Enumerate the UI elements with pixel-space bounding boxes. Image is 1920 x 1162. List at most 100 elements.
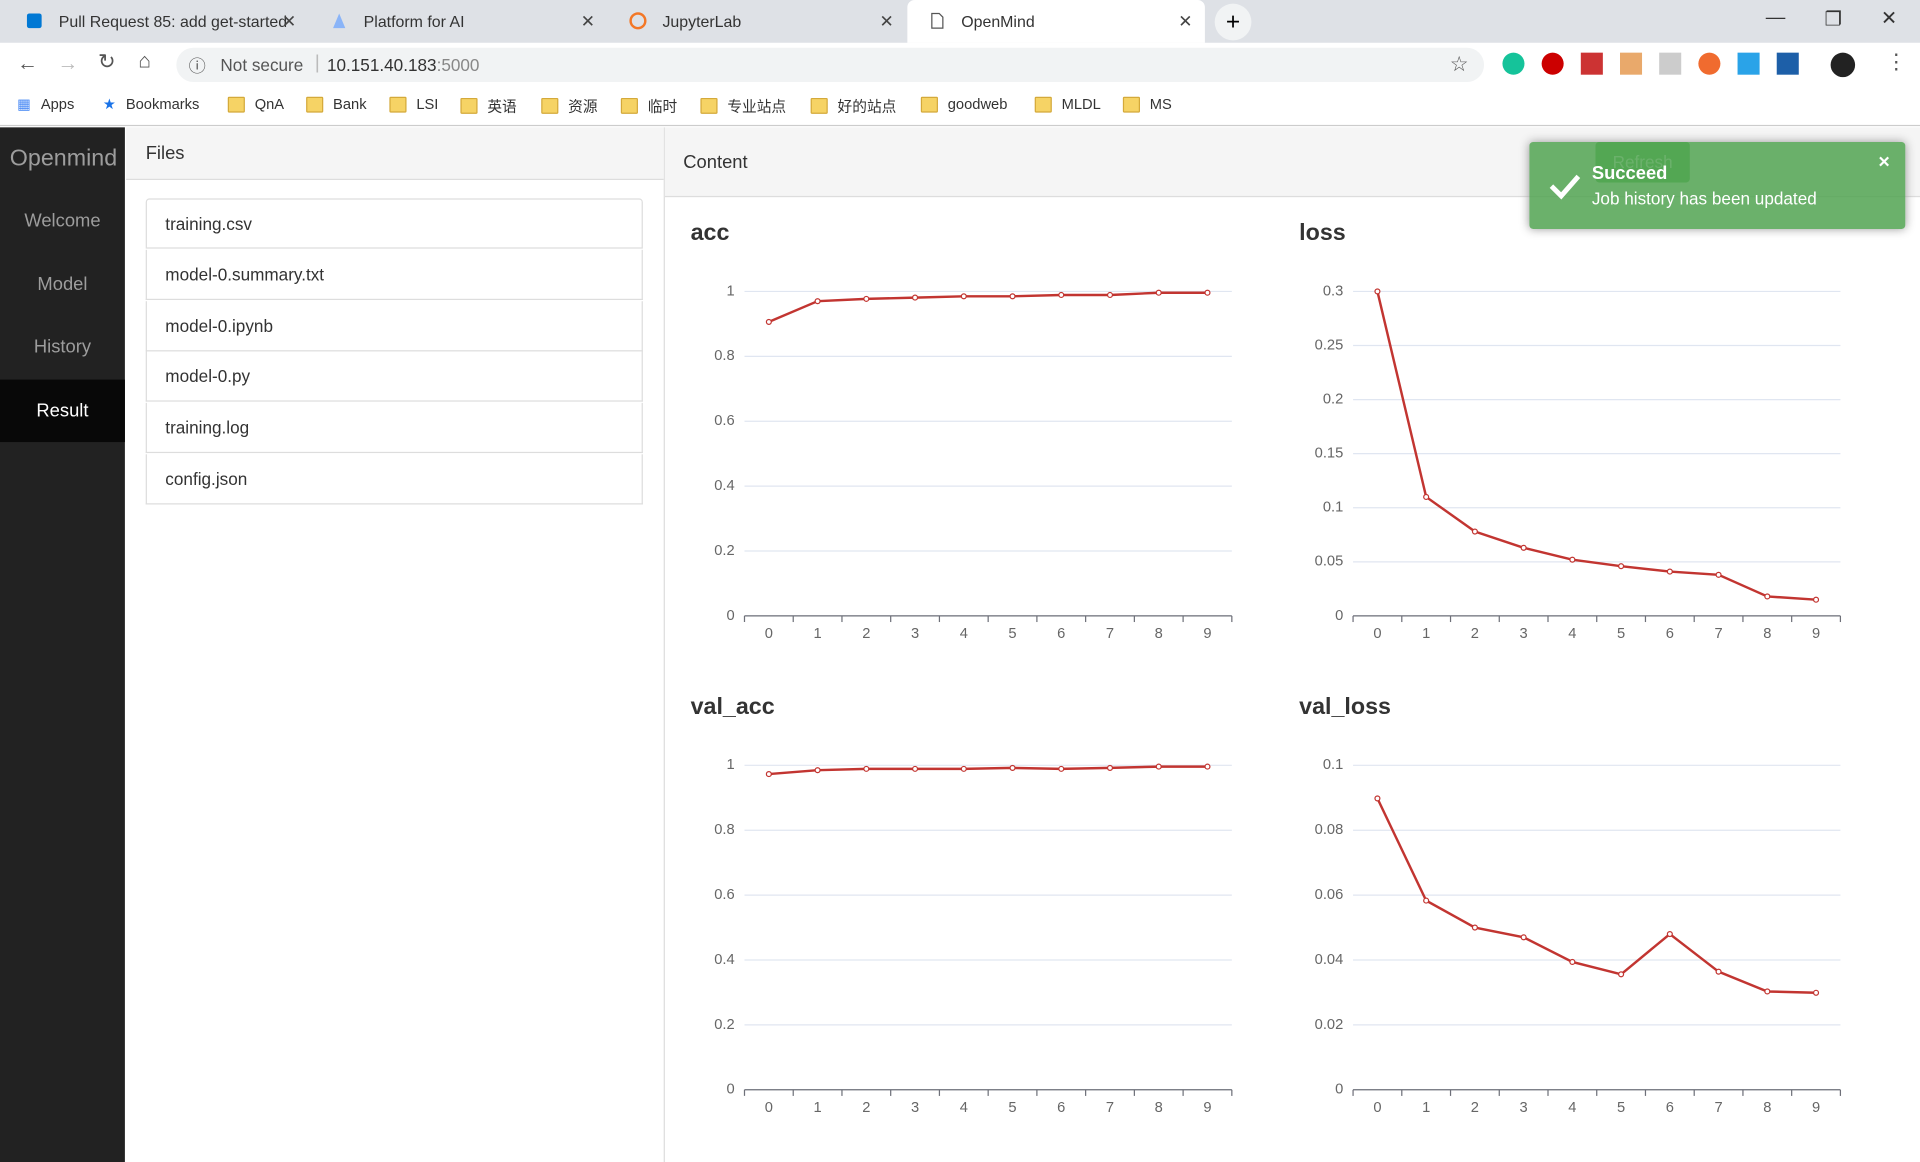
brand[interactable]: Openmind xyxy=(9,145,118,172)
bookmark[interactable]: MS xyxy=(1122,95,1172,113)
extension[interactable] xyxy=(1580,52,1603,75)
address-bar[interactable]: ⓘ Not secure | 10.151.40.183:5000 ☆ xyxy=(176,47,1485,83)
x-tick-label: 4 xyxy=(1568,626,1576,642)
sidebar: Openmind Welcome Model History Result xyxy=(0,127,125,1162)
bookmark[interactable]: LSI xyxy=(389,96,438,113)
tab-close[interactable]: ✕ xyxy=(281,11,297,31)
extension[interactable] xyxy=(1737,52,1760,75)
folder-icon xyxy=(920,96,938,113)
star[interactable]: ☆ xyxy=(1449,52,1469,76)
bookmark-label: LSI xyxy=(416,95,439,113)
point xyxy=(1715,968,1722,975)
bookmark[interactable]: 资源 xyxy=(541,96,598,117)
nav-item[interactable]: Result xyxy=(0,378,125,442)
file-item[interactable]: model-0.py xyxy=(145,351,643,403)
bookmark-label: MS xyxy=(1149,95,1172,113)
y-tick-label: 0.4 xyxy=(714,952,734,968)
bookmark[interactable]: QnA xyxy=(227,96,284,113)
file-item[interactable]: training.csv xyxy=(145,198,643,249)
tab-close[interactable]: ✕ xyxy=(879,11,894,31)
x-tick-label: 8 xyxy=(1763,626,1771,642)
point xyxy=(912,294,919,301)
extension[interactable] xyxy=(1776,52,1799,75)
bookmark[interactable]: ★ Bookmarks xyxy=(103,96,199,113)
files-title: Files xyxy=(145,143,185,165)
extension[interactable] xyxy=(1541,52,1564,75)
extension[interactable] xyxy=(1698,52,1721,75)
minimize[interactable]: — xyxy=(1765,7,1786,29)
charts: acc 0 0.2 0.4 0.6 0.8 1 0 1 2 3 4 5 6 7 8 9 loss 0 0.05 0.1 0… xyxy=(691,219,1842,1116)
bookmark-label: 临时 xyxy=(647,97,678,116)
bookmark[interactable]: MLDL xyxy=(1034,96,1101,113)
bookmark[interactable]: 临时 xyxy=(620,96,678,117)
file-item[interactable]: model-0.ipynb xyxy=(145,300,643,351)
y-tick-label: 0.15 xyxy=(1315,446,1344,462)
y-tick-label: 0.6 xyxy=(714,413,734,429)
menu[interactable]: ⋮ xyxy=(1885,50,1907,74)
x-tick-label: 3 xyxy=(1520,626,1528,642)
x-tick-label: 7 xyxy=(1106,1100,1114,1116)
x-tick-label: 0 xyxy=(765,626,773,642)
nav-item[interactable]: Model xyxy=(37,273,88,295)
home[interactable]: ⌂ xyxy=(138,48,151,73)
nav-item[interactable]: History xyxy=(33,336,92,358)
reload[interactable]: ↻ xyxy=(97,50,116,74)
new-tab[interactable]: + xyxy=(1214,3,1252,41)
point xyxy=(1204,289,1211,296)
extensions xyxy=(1502,52,1856,78)
extension[interactable] xyxy=(1659,52,1682,75)
y-tick-label: 1 xyxy=(727,757,735,773)
point xyxy=(1520,544,1527,551)
x-tick-label: 3 xyxy=(911,626,919,642)
x-tick-label: 9 xyxy=(1812,1100,1820,1116)
file-item[interactable]: config.json xyxy=(145,454,643,505)
close-window[interactable]: ✕ xyxy=(1880,8,1898,30)
bookmark-label: 英语 xyxy=(487,97,517,116)
bookmark[interactable]: Bank xyxy=(306,96,367,113)
forward[interactable]: → xyxy=(57,51,79,75)
bookmark[interactable]: 好的站点 xyxy=(810,96,896,117)
tab-icon xyxy=(629,12,647,30)
x-tick-label: 7 xyxy=(1714,1100,1722,1116)
bookmark[interactable]: ▦ Apps xyxy=(17,96,74,113)
file-item[interactable]: training.log xyxy=(145,403,643,454)
file-item[interactable]: model-0.summary.txt xyxy=(145,249,643,300)
point xyxy=(1155,289,1162,296)
profile[interactable] xyxy=(1830,52,1856,78)
tab[interactable]: Platform for AI ✕ xyxy=(310,0,608,43)
extension[interactable] xyxy=(1502,52,1525,75)
nav-item[interactable]: Welcome xyxy=(24,210,101,232)
restore[interactable]: ❐ xyxy=(1824,9,1843,31)
y-tick-label: 0.8 xyxy=(714,822,734,838)
y-tick-label: 1 xyxy=(727,283,735,299)
x-tick-label: 0 xyxy=(765,1100,773,1116)
x-tick-label: 5 xyxy=(1008,1100,1016,1116)
tab[interactable]: Pull Request 85: add get-started ✕ xyxy=(5,0,309,43)
bookmark[interactable]: goodweb xyxy=(920,96,1007,113)
point xyxy=(814,767,821,774)
bookmark[interactable]: 英语 xyxy=(460,96,517,117)
chart-title: val_loss xyxy=(1299,693,1391,719)
x-tick-label: 2 xyxy=(862,626,870,642)
point xyxy=(1009,293,1016,300)
apps-icon: ▦ xyxy=(17,95,32,113)
x-tick-label: 1 xyxy=(1422,1100,1430,1116)
back[interactable]: ← xyxy=(17,51,38,75)
chart-title: acc xyxy=(691,219,730,245)
point xyxy=(1520,934,1527,941)
y-tick-label: 0.1 xyxy=(1323,757,1343,773)
line xyxy=(768,765,1208,776)
toast-close[interactable]: × xyxy=(1878,151,1890,173)
extension[interactable] xyxy=(1620,52,1643,75)
tab-close[interactable]: ✕ xyxy=(1178,11,1193,31)
tab[interactable]: JupyterLab ✕ xyxy=(609,0,907,43)
x-tick-label: 3 xyxy=(1520,1100,1528,1116)
security-label: Not secure xyxy=(220,55,304,75)
folder-icon xyxy=(700,97,718,114)
tab-active[interactable]: OpenMind ✕ xyxy=(907,0,1205,43)
toast-message: Job history has been updated xyxy=(1591,188,1817,209)
x-tick-label: 6 xyxy=(1057,1100,1065,1116)
x-tick-label: 5 xyxy=(1008,626,1016,642)
tab-close[interactable]: ✕ xyxy=(580,11,596,31)
bookmark[interactable]: 专业站点 xyxy=(700,96,786,117)
